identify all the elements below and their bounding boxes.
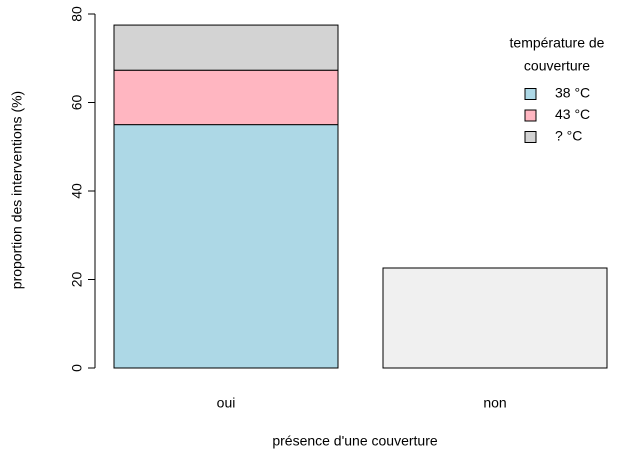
bar-segment [113,124,339,369]
legend-label: ? °C [555,128,582,144]
y-tick-label: 80 [69,6,85,22]
bar-segment [113,69,339,126]
bar-segment [382,267,608,369]
x-axis-title: présence d'une couverture [272,433,438,449]
x-tick-label: oui [217,395,236,411]
y-axis-title: proportion des interventions (%) [9,91,25,289]
legend-swatch [524,131,537,143]
y-tick-label: 60 [69,95,85,111]
y-tick-label: 20 [69,272,85,288]
legend-label: 43 °C [555,106,590,122]
legend-title: température de [510,35,605,51]
x-tick-label: non [483,395,506,411]
y-tick-label: 0 [69,364,85,372]
legend-swatch [524,109,537,122]
bar-segment [113,24,339,71]
legend-swatch [524,88,537,100]
y-tick-label: 40 [69,183,85,199]
legend-title: couverture [524,58,590,74]
legend-label: 38 °C [555,85,590,101]
